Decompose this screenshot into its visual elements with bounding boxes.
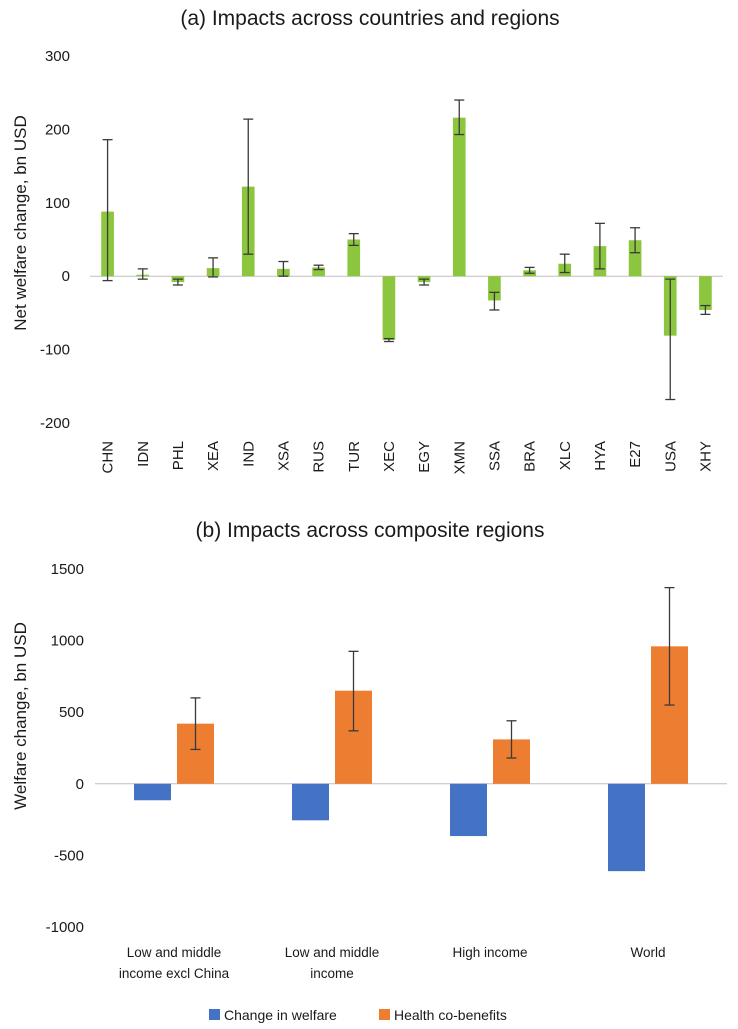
panel-a-error-bar-idn: [137, 268, 148, 280]
panel-a-y-ticks: 300 200 100 0 -100 -200: [40, 48, 70, 432]
panel-a-x-tick-label: BRA: [522, 441, 539, 472]
panel-a-error-bar-bra: [524, 266, 535, 274]
panel-b-y-axis-label: Welfare change, bn USD: [11, 622, 30, 810]
panel-b-error-bar-health-co-benefits: [190, 697, 201, 751]
legend-health-co-benefits-swatch: [379, 1009, 390, 1020]
panel-a-x-tick-label: XEC: [381, 441, 398, 472]
panel-a-x-tick-label: USA: [662, 441, 679, 472]
panel-a-x-tick-label: XMN: [451, 441, 468, 474]
panel-a-x-tick-label: E27: [627, 441, 644, 468]
panel-a-bar-rus: [312, 267, 325, 277]
panel-a-error-bar-egy: [419, 278, 430, 286]
panel-a-bars: [101, 117, 712, 341]
panel-a-bar-e27: [628, 240, 642, 277]
panel-a-error-bar-usa: [665, 278, 676, 401]
panel-b-error-bars: [190, 586, 675, 759]
panel-a-error-bar-xsa: [278, 260, 289, 277]
panel-b-error-bar-health-co-benefits: [348, 650, 359, 732]
panel-a-y-axis-label: Net welfare change, bn USD: [11, 115, 30, 330]
panel-a-x-tick-label: PHL: [170, 441, 187, 470]
panel-a-error-bar-xea: [208, 257, 219, 278]
panel-b-y-tick-label: 0: [76, 776, 84, 793]
panel-a-x-tick-label: RUS: [311, 441, 328, 473]
panel-a-bar-tur: [347, 239, 361, 277]
panel-b-error-bar-health-co-benefits: [664, 586, 675, 706]
panel-b-y-ticks: 1500 1000 500 0 -500 -1000: [46, 561, 84, 936]
panel-a-x-tick-label: SSA: [486, 441, 503, 471]
panel-a-bar-xec: [382, 276, 396, 341]
panel-a-y-tick-label: 100: [45, 195, 70, 212]
panel-a-x-ticks: CHN IDN PHL XEA IND XSA RUS TUR XEC EGY XMN SSA BRA X…: [100, 441, 715, 475]
panel-a-error-bar-ind: [243, 118, 254, 255]
panel-a-error-bar-xlc: [559, 253, 570, 274]
panel-a-y-tick-label: 200: [45, 121, 70, 138]
panel-b-bar-change-in-welfare: [134, 783, 171, 801]
panel-b-x-tick-label: Low and middle: [127, 945, 222, 960]
panel-a-error-bar-xec: [383, 337, 394, 343]
panel-b-composite-regions: (b) Impacts across composite regions Wel…: [11, 519, 727, 1023]
panel-a-x-tick-label: TUR: [346, 441, 363, 472]
panel-a-error-bar-hya: [594, 222, 605, 270]
panel-a-bar-xhy: [699, 276, 712, 310]
panel-a-y-tick-label: 300: [45, 48, 70, 65]
panel-b-bar-change-in-welfare: [608, 783, 645, 872]
legend-health-co-benefits: Health co-benefits: [379, 1007, 507, 1023]
panel-b-bar-change-in-welfare: [450, 783, 487, 837]
panel-b-x-tick-label: income: [310, 966, 354, 981]
panel-b-x-tick-label: Low and middle: [285, 945, 380, 960]
panel-b-x-ticks: Low and middle income excl China Low and m…: [119, 945, 666, 981]
panel-b-error-bar-health-co-benefits: [506, 720, 517, 759]
panel-b-x-tick-label: High income: [452, 945, 527, 960]
panel-b-x-tick-label: income excl China: [119, 966, 230, 981]
legend-change-in-welfare: Change in welfare: [209, 1007, 337, 1023]
panel-a-error-bar-xmn: [454, 99, 465, 136]
panel-a-error-bar-rus: [313, 264, 324, 271]
panel-b-y-tick-label: 1500: [51, 561, 84, 578]
panel-a-x-tick-label: CHN: [100, 441, 117, 474]
panel-a-x-tick-label: XHY: [697, 441, 714, 472]
panel-a-y-tick-label: 0: [62, 268, 70, 285]
panel-a-error-bar-e27: [630, 227, 641, 254]
panel-a-y-tick-label: -100: [40, 342, 70, 359]
panel-a-x-tick-label: EGY: [416, 441, 433, 473]
panel-b-bar-change-in-welfare: [292, 783, 329, 821]
panel-b-y-tick-label: -1000: [46, 919, 84, 936]
panel-a-error-bar-xhy: [700, 304, 711, 316]
legend-change-in-welfare-swatch: [209, 1009, 220, 1020]
panel-b-y-tick-label: 1000: [51, 633, 84, 650]
panel-b-y-tick-label: -500: [54, 847, 84, 864]
panel-a-x-tick-label: XEA: [205, 441, 222, 471]
panel-a-x-tick-label: HYA: [592, 441, 609, 471]
panel-a-x-tick-label: IDN: [135, 441, 152, 467]
panel-a-x-tick-label: IND: [240, 441, 257, 467]
panel-b-bars: [134, 646, 688, 872]
legend-change-in-welfare-label: Change in welfare: [224, 1007, 337, 1023]
panel-a-bar-ssa: [488, 276, 501, 301]
panel-a-error-bars: [102, 99, 711, 401]
panel-a-error-bar-chn: [102, 139, 113, 282]
panel-a-error-bar-phl: [172, 278, 183, 286]
panel-b-x-tick-label: World: [630, 945, 665, 960]
panel-a-x-tick-label: XLC: [557, 441, 574, 470]
panel-b-y-tick-label: 500: [59, 704, 84, 721]
panel-a-x-tick-label: XSA: [275, 441, 292, 471]
panel-a-title: (a) Impacts across countries and regions: [180, 7, 559, 30]
panel-a-countries-regions: (a) Impacts across countries and regions…: [11, 7, 723, 474]
panel-a-error-bar-ssa: [489, 291, 500, 311]
panel-b-title: (b) Impacts across composite regions: [196, 519, 545, 542]
legend-health-co-benefits-label: Health co-benefits: [394, 1007, 507, 1023]
panel-b-legend: Change in welfare Health co-benefits: [209, 1007, 507, 1023]
panel-a-y-tick-label: -200: [40, 415, 70, 432]
panel-a-error-bar-tur: [348, 232, 359, 247]
panel-a-bar-xmn: [452, 117, 466, 277]
